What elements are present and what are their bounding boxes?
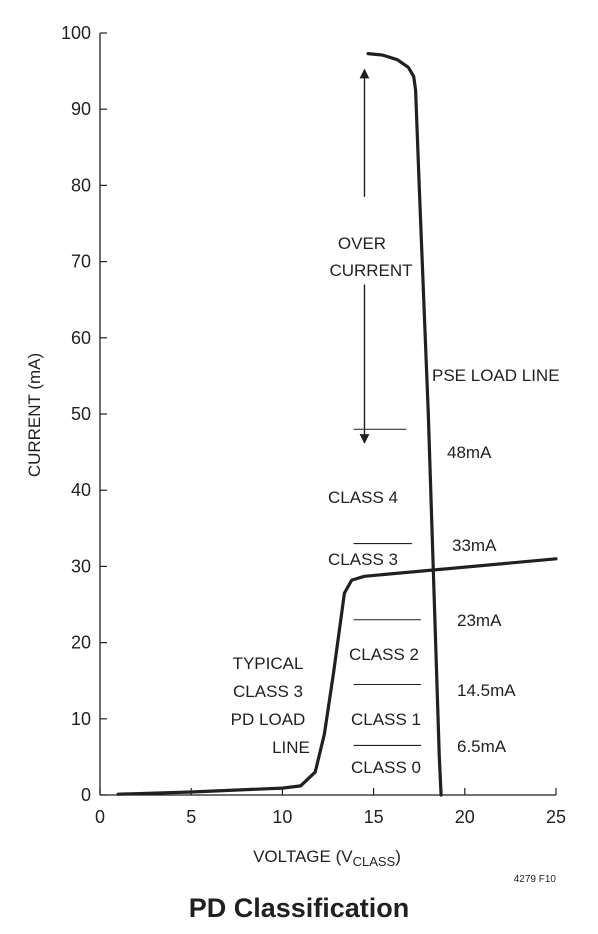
- y-tick-label: 60: [71, 328, 91, 348]
- x-tick-label: 10: [272, 807, 292, 827]
- x-tick-label: 0: [95, 807, 105, 827]
- pd-load-line-label-line3: PD LOAD: [231, 710, 306, 729]
- x-tick-label: 15: [364, 807, 384, 827]
- y-axis-ticks: 0 10 20 30 40 50 60 70 80 90 100: [61, 23, 107, 805]
- y-tick-label: 10: [71, 709, 91, 729]
- y-tick-label: 80: [71, 175, 91, 195]
- y-tick-label: 100: [61, 23, 91, 43]
- x-tick-label: 20: [455, 807, 475, 827]
- threshold-label-14-5ma: 14.5mA: [457, 681, 516, 700]
- pd-load-line-label-line2: CLASS 3: [233, 682, 303, 701]
- pd-load-line-label-line4: LINE: [272, 738, 310, 757]
- pse-load-line-series: [366, 52, 443, 797]
- threshold-label-6-5ma: 6.5mA: [457, 737, 507, 756]
- x-axis-title-main: VOLTAGE (V: [253, 847, 353, 866]
- figure-id: 4279 F10: [514, 874, 557, 885]
- y-tick-label: 0: [81, 785, 91, 805]
- x-tick-label: 25: [546, 807, 566, 827]
- threshold-label-23ma: 23mA: [457, 611, 502, 630]
- over-current-label-line2: CURRENT: [329, 261, 412, 280]
- x-axis-title-close: ): [395, 847, 401, 866]
- class-label-0: CLASS 0: [351, 758, 421, 777]
- y-tick-label: 20: [71, 633, 91, 653]
- threshold-label-48ma: 48mA: [447, 443, 492, 462]
- over-current-label-line1: OVER: [338, 234, 386, 253]
- x-axis-title-subscript: CLASS: [353, 854, 396, 869]
- y-tick-label: 30: [71, 556, 91, 576]
- x-axis-ticks: 0 5 10 15 20 25: [95, 788, 566, 827]
- y-tick-label: 50: [71, 404, 91, 424]
- y-axis-title: CURRENT (mA): [25, 353, 44, 477]
- class-label-1: CLASS 1: [351, 710, 421, 729]
- series-lines: [116, 52, 558, 797]
- pd-load-line-label-line1: TYPICAL: [233, 654, 304, 673]
- pd-load-line-series: [116, 557, 558, 796]
- y-tick-label: 40: [71, 480, 91, 500]
- x-tick-label: 5: [186, 807, 196, 827]
- y-tick-label: 90: [71, 99, 91, 119]
- y-tick-label: 70: [71, 252, 91, 272]
- threshold-label-33ma: 33mA: [452, 536, 497, 555]
- chart-caption: PD Classification: [189, 893, 410, 923]
- class-label-4: CLASS 4: [328, 488, 398, 507]
- class-label-2: CLASS 2: [349, 645, 419, 664]
- class-label-3: CLASS 3: [328, 550, 398, 569]
- x-axis-title: VOLTAGE (VCLASS): [253, 847, 401, 869]
- pse-load-line-label: PSE LOAD LINE: [432, 366, 560, 385]
- class-threshold-lines: [353, 428, 422, 747]
